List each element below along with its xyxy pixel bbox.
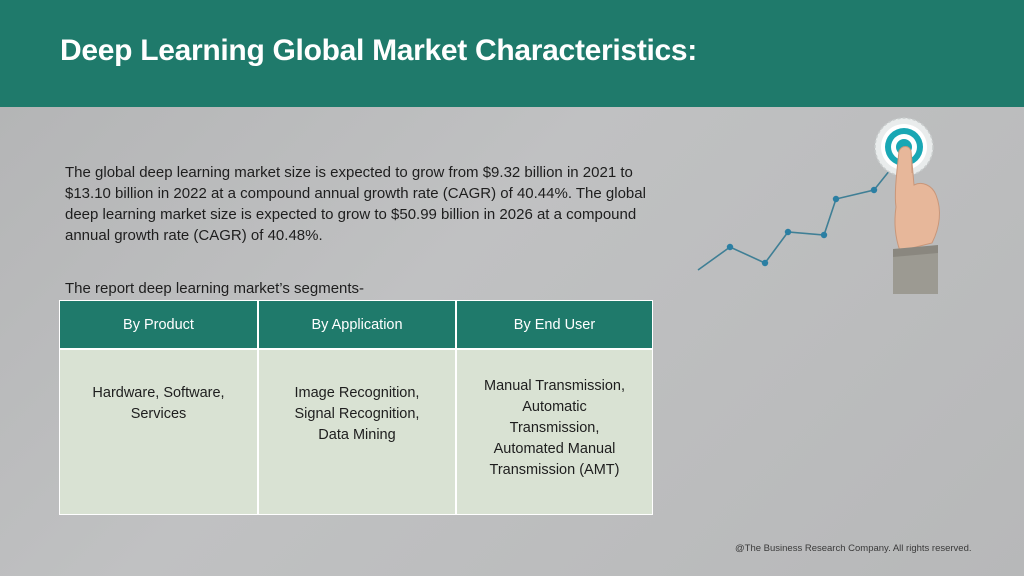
column-header-end-user: By End User [455, 301, 652, 348]
growth-line-chart-icon [697, 154, 903, 271]
growth-chart-illustration [697, 117, 940, 294]
header-bar: Deep Learning Global Market Characterist… [0, 0, 1024, 107]
copyright-footer: @The Business Research Company. All righ… [735, 543, 972, 554]
cell-application: Image Recognition, Signal Recognition, D… [257, 350, 455, 514]
cell-product: Hardware, Software, Services [92, 385, 225, 422]
cell-end-user: Manual Transmission, Automatic Transmiss… [455, 350, 652, 514]
pointing-hand-icon [893, 146, 940, 294]
table-row: Hardware, Software, Services Image Recog… [60, 350, 652, 514]
page-title: Deep Learning Global Market Characterist… [60, 34, 698, 67]
column-header-product: By Product [123, 316, 194, 333]
table-header-row: By Product By Application By End User [60, 301, 652, 350]
column-header-application: By Application [257, 301, 455, 348]
segments-table: By Product By Application By End User Ha… [59, 300, 653, 515]
intro-paragraph: The global deep learning market size is … [65, 164, 646, 244]
segments-label: The report deep learning market’s segmen… [65, 280, 365, 297]
